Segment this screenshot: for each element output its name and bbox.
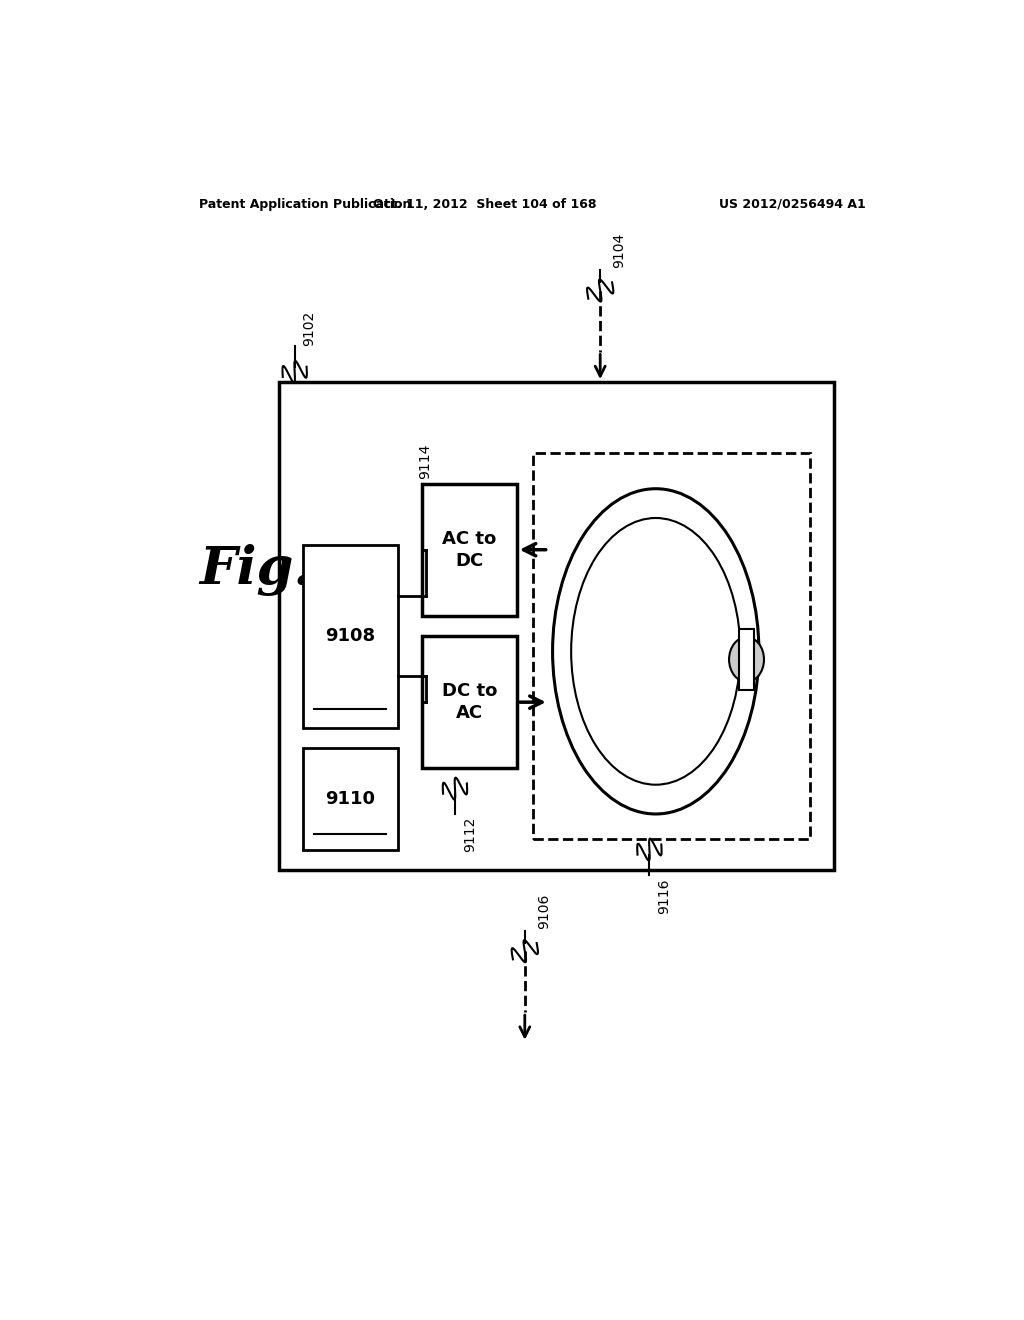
Bar [303, 545, 397, 727]
Circle shape [729, 638, 764, 682]
Text: US 2012/0256494 A1: US 2012/0256494 A1 [719, 198, 866, 211]
Text: 9106: 9106 [537, 894, 551, 929]
Bar [532, 453, 811, 840]
Text: AC to
DC: AC to DC [442, 529, 497, 570]
Text: 9102: 9102 [303, 312, 316, 346]
Text: 9108: 9108 [326, 627, 375, 645]
Bar [279, 381, 835, 870]
Text: Patent Application Publication: Patent Application Publication [200, 198, 412, 211]
Text: DC to
AC: DC to AC [441, 682, 497, 722]
Bar [303, 748, 397, 850]
Bar [422, 483, 517, 615]
Text: 9112: 9112 [463, 817, 477, 853]
Text: 9114: 9114 [418, 444, 432, 479]
Text: Oct. 11, 2012  Sheet 104 of 168: Oct. 11, 2012 Sheet 104 of 168 [374, 198, 597, 211]
Text: 9104: 9104 [612, 232, 626, 268]
Text: Fig. 91: Fig. 91 [200, 544, 404, 597]
Ellipse shape [553, 488, 759, 814]
Bar [738, 630, 755, 690]
Text: 9116: 9116 [657, 878, 672, 913]
Bar [422, 636, 517, 768]
Text: 9110: 9110 [326, 789, 375, 808]
Ellipse shape [571, 517, 740, 784]
